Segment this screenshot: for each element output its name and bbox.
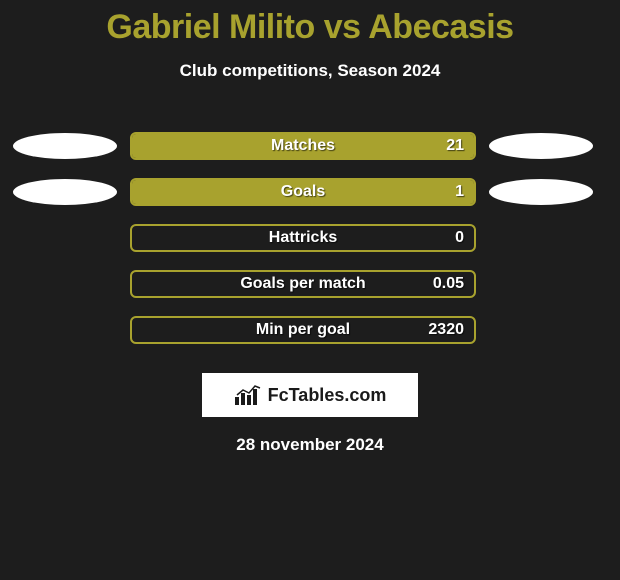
- subtitle: Club competitions, Season 2024: [0, 61, 620, 81]
- page-title: Gabriel Milito vs Abecasis: [0, 0, 620, 47]
- bar-value: 0: [455, 229, 464, 247]
- chart-row: Min per goal 2320: [0, 307, 620, 353]
- left-side-slot: [0, 169, 130, 215]
- left-side-slot: [0, 123, 130, 169]
- left-side-slot: [0, 261, 130, 307]
- bar-value: 1: [455, 183, 464, 201]
- left-side-slot: [0, 215, 130, 261]
- stat-bar: Hattricks 0: [130, 224, 476, 252]
- stat-bar: Goals per match 0.05: [130, 270, 476, 298]
- chart-row: Matches 21: [0, 123, 620, 169]
- title-left: Gabriel Milito: [106, 8, 314, 46]
- chart-row: Goals 1: [0, 169, 620, 215]
- chart-row: Hattricks 0: [0, 215, 620, 261]
- title-right: Abecasis: [368, 8, 513, 46]
- right-side-slot: [476, 215, 606, 261]
- left-side-slot: [0, 307, 130, 353]
- bar-value: 2320: [428, 321, 464, 339]
- title-vs: vs: [324, 8, 361, 46]
- right-side-slot: [476, 307, 606, 353]
- bar-value: 21: [446, 137, 464, 155]
- bar-label: Goals per match: [240, 275, 365, 293]
- bar-value: 0.05: [433, 275, 464, 293]
- logo-text: FcTables.com: [268, 385, 387, 406]
- right-ellipse: [489, 133, 593, 159]
- logo-box: FcTables.com: [202, 373, 418, 417]
- date-text: 28 november 2024: [0, 435, 620, 455]
- bars-icon: [234, 385, 262, 405]
- chart-row: Goals per match 0.05: [0, 261, 620, 307]
- stat-bar: Matches 21: [130, 132, 476, 160]
- comparison-chart: Matches 21 Goals 1 Hattricks 0 Goals per match…: [0, 123, 620, 353]
- right-side-slot: [476, 169, 606, 215]
- right-side-slot: [476, 123, 606, 169]
- right-ellipse: [489, 179, 593, 205]
- bar-label: Min per goal: [256, 321, 350, 339]
- bar-label: Hattricks: [269, 229, 337, 247]
- stat-bar: Min per goal 2320: [130, 316, 476, 344]
- bar-label: Goals: [281, 183, 325, 201]
- right-side-slot: [476, 261, 606, 307]
- stat-bar: Goals 1: [130, 178, 476, 206]
- left-ellipse: [13, 179, 117, 205]
- bar-label: Matches: [271, 137, 335, 155]
- left-ellipse: [13, 133, 117, 159]
